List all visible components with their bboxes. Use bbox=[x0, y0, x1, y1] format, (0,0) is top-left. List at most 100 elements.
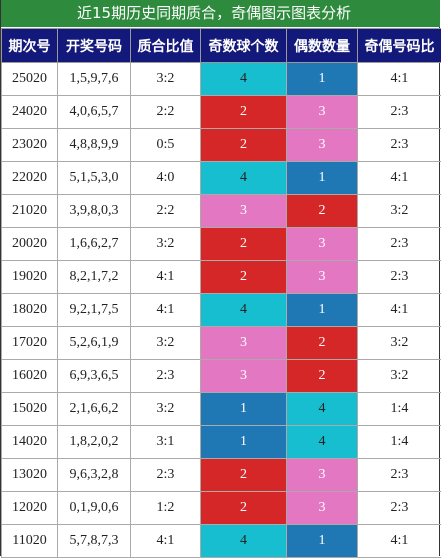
cell-even-count: 1 bbox=[287, 294, 358, 327]
cell-odd-count: 3 bbox=[201, 195, 287, 228]
cell-even-count: 2 bbox=[287, 195, 358, 228]
cell-prime-ratio: 2:2 bbox=[131, 96, 201, 129]
cell-prime-ratio: 2:3 bbox=[131, 459, 201, 492]
cell-odd-count: 4 bbox=[201, 294, 287, 327]
cell-even-count: 3 bbox=[287, 228, 358, 261]
cell-issue: 13020 bbox=[2, 459, 58, 492]
cell-odd-even-ratio: 4:1 bbox=[358, 162, 441, 195]
header-issue: 期次号 bbox=[2, 29, 58, 63]
cell-issue: 11020 bbox=[2, 525, 58, 558]
cell-issue: 23020 bbox=[2, 129, 58, 162]
cell-prime-ratio: 0:5 bbox=[131, 129, 201, 162]
cell-numbers: 8,2,1,7,2 bbox=[58, 261, 131, 294]
page-title: 近15期历史同期质合，奇偶图示图表分析 bbox=[1, 0, 440, 27]
cell-odd-count: 3 bbox=[201, 360, 287, 393]
header-numbers: 开奖号码 bbox=[58, 29, 131, 63]
cell-odd-even-ratio: 4:1 bbox=[358, 525, 441, 558]
cell-issue: 15020 bbox=[2, 393, 58, 426]
cell-odd-even-ratio: 4:1 bbox=[358, 63, 441, 96]
cell-odd-even-ratio: 1:4 bbox=[358, 426, 441, 459]
cell-prime-ratio: 4:0 bbox=[131, 162, 201, 195]
cell-even-count: 4 bbox=[287, 393, 358, 426]
cell-numbers: 6,9,3,6,5 bbox=[58, 360, 131, 393]
cell-issue: 12020 bbox=[2, 492, 58, 525]
cell-numbers: 5,7,8,7,3 bbox=[58, 525, 131, 558]
cell-odd-count: 2 bbox=[201, 96, 287, 129]
cell-odd-even-ratio: 3:2 bbox=[358, 327, 441, 360]
cell-odd-even-ratio: 2:3 bbox=[358, 492, 441, 525]
cell-numbers: 4,8,8,9,9 bbox=[58, 129, 131, 162]
cell-prime-ratio: 3:2 bbox=[131, 228, 201, 261]
cell-numbers: 9,6,3,2,8 bbox=[58, 459, 131, 492]
cell-odd-count: 4 bbox=[201, 525, 287, 558]
cell-even-count: 3 bbox=[287, 129, 358, 162]
cell-prime-ratio: 1:2 bbox=[131, 492, 201, 525]
cell-even-count: 1 bbox=[287, 63, 358, 96]
cell-issue: 18020 bbox=[2, 294, 58, 327]
cell-prime-ratio: 2:2 bbox=[131, 195, 201, 228]
header-odd-even-ratio: 奇偶号码比 bbox=[358, 29, 441, 63]
cell-odd-count: 2 bbox=[201, 459, 287, 492]
cell-even-count: 3 bbox=[287, 492, 358, 525]
cell-prime-ratio: 3:1 bbox=[131, 426, 201, 459]
cell-odd-even-ratio: 2:3 bbox=[358, 228, 441, 261]
header-prime-ratio: 质合比值 bbox=[131, 29, 201, 63]
cell-prime-ratio: 2:3 bbox=[131, 360, 201, 393]
cell-issue: 17020 bbox=[2, 327, 58, 360]
cell-even-count: 2 bbox=[287, 360, 358, 393]
cell-odd-count: 4 bbox=[201, 162, 287, 195]
cell-odd-even-ratio: 3:2 bbox=[358, 195, 441, 228]
cell-issue: 25020 bbox=[2, 63, 58, 96]
cell-odd-count: 2 bbox=[201, 492, 287, 525]
cell-issue: 19020 bbox=[2, 261, 58, 294]
cell-odd-count: 1 bbox=[201, 426, 287, 459]
cell-prime-ratio: 3:2 bbox=[131, 327, 201, 360]
cell-prime-ratio: 4:1 bbox=[131, 525, 201, 558]
cell-issue: 14020 bbox=[2, 426, 58, 459]
cell-prime-ratio: 4:1 bbox=[131, 261, 201, 294]
cell-numbers: 3,9,8,0,3 bbox=[58, 195, 131, 228]
cell-even-count: 2 bbox=[287, 327, 358, 360]
cell-numbers: 1,6,6,2,7 bbox=[58, 228, 131, 261]
cell-even-count: 1 bbox=[287, 162, 358, 195]
cell-prime-ratio: 3:2 bbox=[131, 393, 201, 426]
cell-even-count: 3 bbox=[287, 96, 358, 129]
cell-odd-even-ratio: 2:3 bbox=[358, 129, 441, 162]
cell-even-count: 3 bbox=[287, 261, 358, 294]
cell-even-count: 1 bbox=[287, 525, 358, 558]
cell-numbers: 4,0,6,5,7 bbox=[58, 96, 131, 129]
cell-numbers: 5,1,5,3,0 bbox=[58, 162, 131, 195]
cell-prime-ratio: 3:2 bbox=[131, 63, 201, 96]
cell-issue: 22020 bbox=[2, 162, 58, 195]
cell-odd-even-ratio: 1:4 bbox=[358, 393, 441, 426]
cell-numbers: 0,1,9,0,6 bbox=[58, 492, 131, 525]
cell-odd-count: 2 bbox=[201, 129, 287, 162]
cell-odd-even-ratio: 4:1 bbox=[358, 294, 441, 327]
cell-odd-count: 2 bbox=[201, 261, 287, 294]
cell-issue: 21020 bbox=[2, 195, 58, 228]
cell-odd-even-ratio: 2:3 bbox=[358, 261, 441, 294]
cell-even-count: 3 bbox=[287, 459, 358, 492]
cell-issue: 20020 bbox=[2, 228, 58, 261]
cell-issue: 24020 bbox=[2, 96, 58, 129]
cell-odd-even-ratio: 3:2 bbox=[358, 360, 441, 393]
table-header-row: 期次号 开奖号码 质合比值 奇数球个数 偶数数量 奇偶号码比 bbox=[2, 29, 441, 63]
